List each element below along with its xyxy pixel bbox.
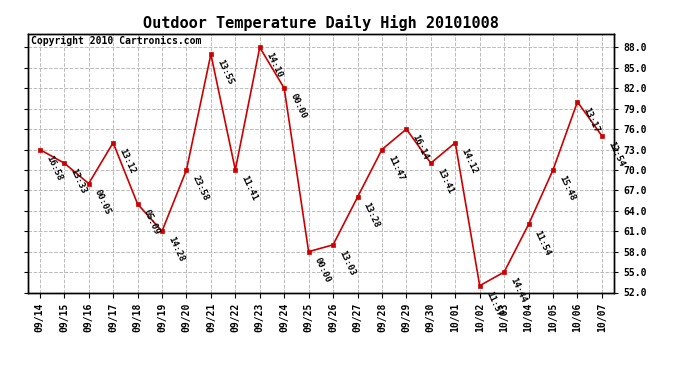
Text: 14:10: 14:10: [264, 51, 284, 80]
Text: 00:00: 00:00: [313, 256, 333, 284]
Text: 15:48: 15:48: [557, 174, 577, 202]
Text: 16:58: 16:58: [44, 154, 63, 182]
Text: 23:58: 23:58: [190, 174, 210, 202]
Text: 11:41: 11:41: [239, 174, 259, 202]
Text: 00:05: 00:05: [93, 188, 112, 216]
Text: 13:28: 13:28: [362, 201, 381, 229]
Text: 16:14: 16:14: [411, 133, 430, 161]
Text: 13:41: 13:41: [435, 167, 455, 195]
Text: 14:12: 14:12: [460, 147, 479, 175]
Text: 14:28: 14:28: [166, 236, 186, 264]
Text: 13:12: 13:12: [117, 147, 137, 175]
Text: Copyright 2010 Cartronics.com: Copyright 2010 Cartronics.com: [30, 36, 201, 46]
Text: 13:03: 13:03: [337, 249, 357, 277]
Text: 11:57: 11:57: [484, 290, 504, 318]
Text: 13:17: 13:17: [582, 106, 601, 134]
Text: 12:54: 12:54: [606, 140, 626, 168]
Text: 14:44: 14:44: [509, 276, 528, 304]
Title: Outdoor Temperature Daily High 20101008: Outdoor Temperature Daily High 20101008: [143, 15, 499, 31]
Text: 13:33: 13:33: [68, 167, 88, 195]
Text: 05:09: 05:09: [141, 208, 161, 236]
Text: 11:54: 11:54: [533, 229, 552, 257]
Text: 00:00: 00:00: [288, 92, 308, 120]
Text: 11:47: 11:47: [386, 154, 406, 182]
Text: 13:55: 13:55: [215, 58, 235, 87]
